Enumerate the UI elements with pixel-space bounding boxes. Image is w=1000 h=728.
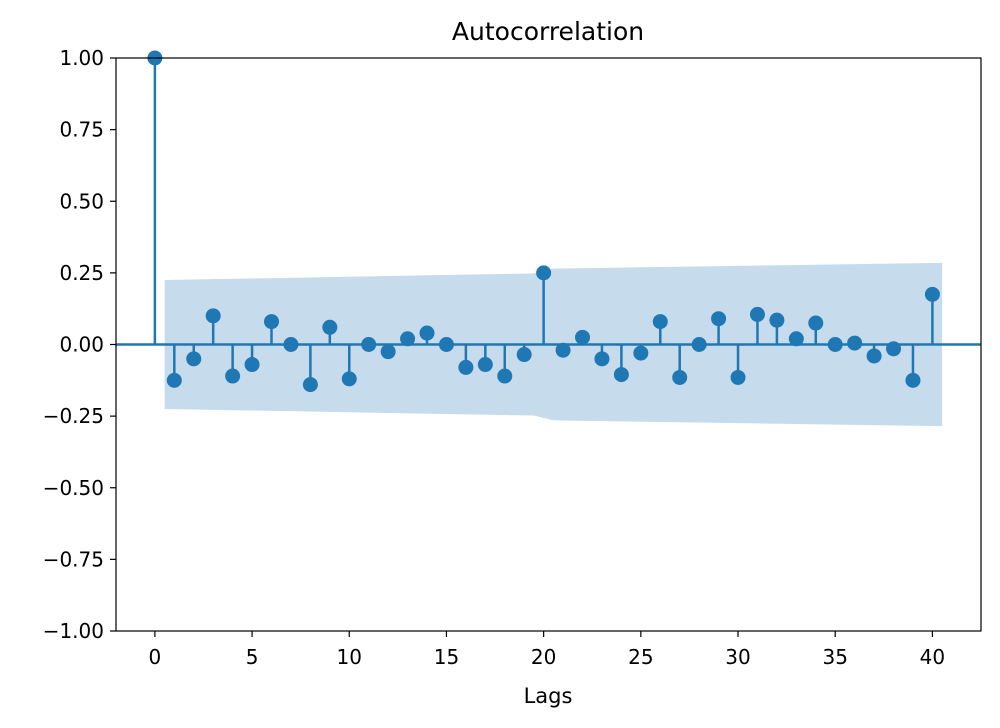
marker-lag-29 [711,311,727,327]
marker-lag-11 [361,337,377,352]
marker-lag-21 [555,342,571,358]
y-tick-label: −0.75 [43,547,104,571]
x-tick-label: 40 [920,645,945,669]
marker-lag-19 [516,347,532,363]
marker-lag-17 [477,357,493,373]
marker-lag-26 [652,314,668,330]
x-tick-label: 20 [531,645,556,669]
marker-lag-16 [458,359,474,375]
marker-lag-12 [380,344,396,360]
marker-lag-27 [672,369,688,385]
marker-lag-20 [536,265,552,281]
marker-lag-15 [438,337,454,352]
y-tick-label: 0.75 [59,118,104,142]
marker-lag-7 [283,337,299,352]
y-ticks: 1.00 0.75 0.50 0.25 0.00 −0.25 −0.50 −0.75 −1.00 [43,46,116,643]
marker-lag-18 [497,368,513,384]
y-tick-label: 0.00 [59,333,104,357]
marker-lag-6 [264,314,280,330]
x-tick-label: 10 [337,645,362,669]
x-tick-label: 30 [725,645,750,669]
marker-lag-22 [575,329,591,345]
marker-lag-8 [302,377,318,393]
marker-lag-1 [166,372,182,388]
x-tick-label: 5 [246,645,259,669]
marker-lag-35 [827,337,843,352]
y-tick-label: 0.50 [59,189,104,213]
marker-lag-4 [225,368,241,384]
marker-lag-25 [633,345,649,361]
x-tick-label: 15 [434,645,459,669]
marker-lag-10 [341,371,357,387]
marker-lag-2 [186,351,202,367]
x-tick-label: 0 [149,645,162,669]
y-tick-label: 1.00 [59,46,104,70]
x-axis-label: Lags [524,684,573,708]
marker-lag-31 [749,306,765,322]
chart-title: Autocorrelation [452,17,644,46]
marker-lag-32 [769,312,785,328]
marker-lag-38 [886,341,902,357]
stems-layer [153,58,934,385]
marker-lag-30 [730,369,746,385]
marker-lag-36 [847,335,863,351]
marker-lag-39 [905,372,921,388]
y-tick-label: −1.00 [43,619,104,643]
x-ticks: 0 5 10 15 20 25 30 35 40 [149,631,945,669]
x-tick-label: 25 [628,645,653,669]
marker-lag-37 [866,348,882,364]
marker-lag-28 [691,337,707,352]
marker-lag-23 [594,351,610,367]
marker-lag-3 [205,308,221,324]
x-tick-label: 35 [822,645,847,669]
marker-lag-14 [419,325,435,341]
y-tick-label: −0.50 [43,476,104,500]
marker-lag-24 [613,367,629,383]
y-tick-label: −0.25 [43,404,104,428]
marker-lag-34 [808,315,824,331]
y-tick-label: 0.25 [59,261,104,285]
marker-lag-9 [322,319,338,335]
marker-lag-40 [924,286,940,302]
marker-lag-33 [788,331,804,347]
marker-lag-5 [244,357,260,373]
marker-lag-13 [400,331,416,347]
